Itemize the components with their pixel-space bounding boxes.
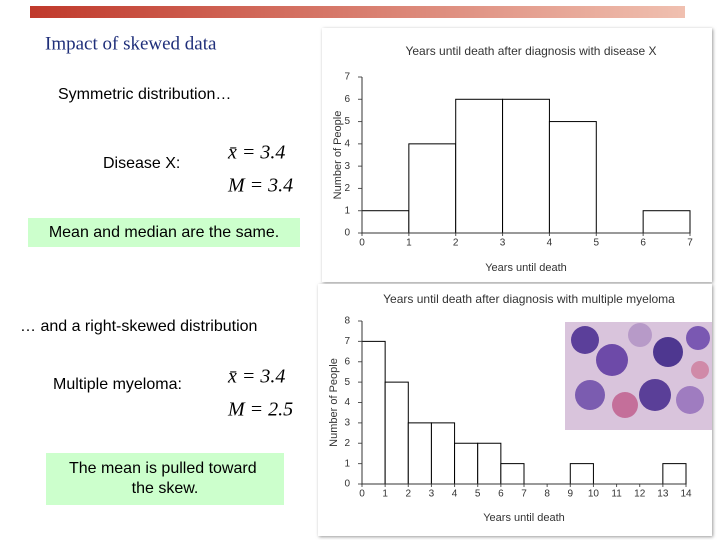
y-tick-label: 1 — [344, 205, 350, 216]
formula: M = 2.5 — [227, 399, 293, 421]
bar — [502, 98, 550, 234]
y-tick-label: 5 — [344, 116, 350, 127]
x-tick-label: 13 — [657, 489, 669, 500]
x-tick-label: 2 — [453, 238, 459, 249]
header-bar — [30, 6, 685, 18]
y-tick-label: 6 — [344, 94, 350, 105]
note: Mean and median are the same. — [49, 224, 279, 241]
bar — [361, 340, 386, 485]
x-tick-label: 10 — [588, 489, 600, 500]
y-tick-label: 7 — [344, 336, 350, 347]
bar — [361, 210, 410, 234]
x-tick-label: 4 — [547, 238, 553, 249]
slide-title: Impact of skewed data — [45, 33, 217, 54]
heading: … and a right-skewed distribution — [20, 318, 257, 335]
label: Multiple myeloma: — [53, 376, 182, 393]
bar — [384, 381, 409, 485]
x-tick-label: 11 — [611, 489, 622, 500]
chart-title: Years until death after diagnosis with m… — [383, 292, 675, 306]
bar — [408, 143, 457, 234]
x-tick-label: 2 — [406, 489, 412, 500]
x-tick-label: 9 — [568, 489, 574, 500]
y-tick-label: 0 — [344, 479, 350, 490]
x-tick-label: 1 — [382, 489, 388, 500]
charts: Years until death after diagnosis with d… — [328, 44, 693, 524]
formula: M = 3.4 — [227, 175, 293, 197]
note-box — [46, 453, 284, 505]
y-tick-label: 0 — [344, 228, 350, 239]
y-tick-label: 6 — [344, 356, 350, 367]
x-tick-label: 4 — [452, 489, 458, 500]
x-tick-label: 0 — [359, 489, 365, 500]
bar — [477, 442, 502, 485]
formula: x̄ = 3.4 — [227, 142, 285, 164]
y-tick-label: 5 — [344, 377, 350, 388]
bar — [642, 210, 691, 234]
y-tick-label: 4 — [344, 397, 350, 408]
bar — [407, 422, 432, 485]
x-tick-label: 12 — [634, 489, 646, 500]
bar — [548, 121, 597, 234]
y-tick-label: 4 — [344, 138, 350, 149]
note-line: the skew. — [132, 480, 199, 497]
note-line: The mean is pulled toward — [69, 460, 257, 477]
y-tick-label: 2 — [344, 438, 350, 449]
y-tick-label: 3 — [344, 161, 350, 172]
y-tick-label: 3 — [344, 418, 350, 429]
note-box — [28, 218, 300, 247]
x-tick-label: 7 — [687, 238, 693, 249]
chart-title: Years until death after diagnosis with d… — [405, 44, 656, 58]
bar — [454, 442, 479, 485]
x-tick-label: 6 — [640, 238, 646, 249]
y-tick-label: 2 — [344, 183, 350, 194]
cell-image — [565, 322, 712, 430]
x-tick-label: 7 — [521, 489, 527, 500]
x-tick-label: 3 — [500, 238, 506, 249]
y-axis-label: Number of People — [332, 111, 344, 200]
bar — [569, 463, 594, 485]
x-tick-label: 14 — [680, 489, 692, 500]
y-tick-label: 7 — [344, 72, 350, 83]
x-tick-label: 5 — [475, 489, 481, 500]
x-axis-label: Years until death — [483, 512, 565, 524]
note: The mean is pulled toward the skew. — [69, 460, 261, 497]
bar — [430, 422, 456, 485]
bar — [455, 98, 504, 234]
label: Disease X: — [103, 155, 180, 172]
y-tick-label: 1 — [344, 458, 350, 469]
x-tick-label: 6 — [498, 489, 504, 500]
heading: Symmetric distribution… — [58, 86, 231, 103]
x-axis-label: Years until death — [485, 262, 567, 274]
x-tick-label: 3 — [429, 489, 435, 500]
x-tick-label: 1 — [406, 238, 412, 249]
bar — [500, 463, 525, 485]
y-axis-label: Number of People — [328, 358, 340, 447]
formula: x̄ = 3.4 — [227, 366, 285, 388]
bar — [662, 463, 687, 485]
x-tick-label: 5 — [594, 238, 600, 249]
y-tick-label: 8 — [344, 316, 350, 327]
x-tick-label: 0 — [359, 238, 365, 249]
x-tick-label: 8 — [544, 489, 550, 500]
